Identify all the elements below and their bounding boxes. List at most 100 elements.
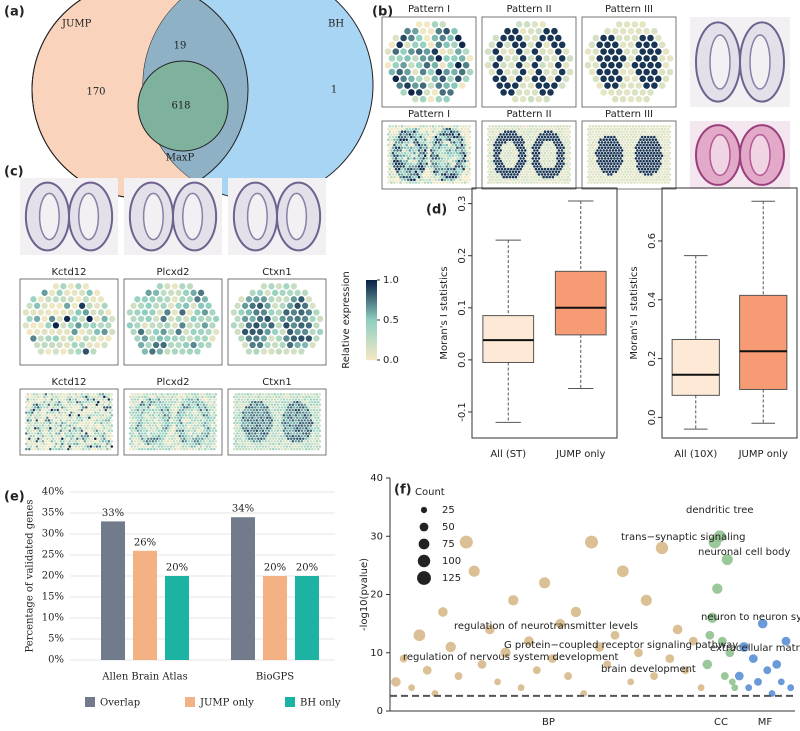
spot — [628, 69, 635, 76]
spot — [30, 403, 33, 406]
spot — [248, 422, 251, 425]
spot — [632, 125, 635, 128]
spot — [274, 419, 277, 422]
spot — [567, 171, 570, 174]
spot — [539, 181, 542, 184]
spot — [37, 422, 40, 425]
spot — [432, 136, 435, 139]
spot — [610, 125, 613, 128]
spot — [593, 181, 596, 184]
spot — [46, 401, 49, 404]
spot — [392, 152, 395, 155]
spot — [499, 149, 502, 152]
spot — [257, 396, 260, 399]
spot — [132, 443, 135, 446]
spot — [565, 152, 568, 155]
spot — [26, 303, 32, 309]
spot — [292, 398, 295, 401]
spot — [127, 322, 133, 328]
spot — [505, 181, 508, 184]
spot — [279, 303, 285, 309]
spot — [441, 157, 444, 160]
spot — [197, 414, 200, 417]
spot — [266, 437, 269, 440]
spot — [413, 157, 416, 160]
spot — [164, 409, 167, 412]
spot — [499, 171, 502, 174]
spot — [425, 162, 428, 165]
spot — [96, 445, 99, 448]
spot — [465, 136, 468, 139]
spot — [156, 422, 159, 425]
spot — [182, 445, 185, 448]
spot — [143, 430, 146, 433]
spot — [536, 160, 539, 163]
spot — [233, 448, 236, 451]
spot — [134, 409, 137, 412]
spot — [189, 437, 192, 440]
spot — [641, 152, 644, 155]
spot — [206, 419, 209, 422]
spot — [48, 398, 51, 401]
spot — [662, 125, 665, 128]
spot — [56, 316, 62, 322]
spot — [402, 133, 405, 136]
spot — [533, 176, 536, 179]
spot — [436, 69, 443, 76]
spot — [522, 157, 525, 160]
spot — [465, 125, 468, 128]
spot — [413, 141, 416, 144]
spot — [585, 48, 592, 55]
spot — [458, 181, 461, 184]
spot — [507, 162, 510, 165]
spot — [639, 176, 642, 179]
spot — [28, 437, 31, 440]
spot — [103, 448, 106, 451]
spot — [389, 42, 396, 49]
spot — [501, 168, 504, 171]
spot — [90, 414, 93, 417]
spot — [191, 430, 194, 433]
spot — [445, 128, 448, 131]
spot — [30, 322, 36, 328]
spot — [438, 146, 441, 149]
spot — [438, 157, 441, 160]
spot — [159, 406, 162, 409]
spot — [658, 176, 661, 179]
spot — [146, 424, 149, 427]
spot — [149, 348, 155, 354]
spot — [168, 432, 171, 435]
spot — [100, 411, 103, 414]
spot — [407, 179, 410, 182]
spot — [505, 160, 508, 163]
spot — [70, 432, 73, 435]
spot — [160, 303, 166, 309]
spot — [176, 440, 179, 443]
spot — [555, 133, 558, 136]
spot — [262, 440, 265, 443]
spot — [441, 162, 444, 165]
spot — [49, 290, 55, 296]
point — [455, 672, 463, 680]
spot — [662, 130, 665, 133]
spot — [129, 422, 132, 425]
spot — [412, 42, 419, 49]
spot — [109, 437, 112, 440]
spot — [639, 76, 646, 83]
spot — [150, 427, 153, 430]
spot — [210, 401, 213, 404]
spot — [308, 417, 311, 420]
spot — [34, 401, 37, 404]
spot — [299, 443, 302, 446]
spot — [135, 417, 138, 420]
spot — [271, 419, 274, 422]
spot — [134, 445, 137, 448]
spot — [596, 160, 599, 163]
spot — [468, 162, 471, 165]
spot — [452, 165, 455, 168]
spot — [58, 401, 61, 404]
spot — [628, 96, 635, 103]
spot — [194, 348, 200, 354]
spot — [137, 409, 140, 412]
panel-label: (a) — [4, 5, 25, 20]
